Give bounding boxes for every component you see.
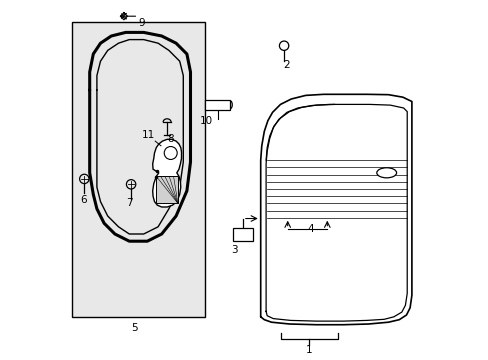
Text: 2: 2	[283, 60, 289, 70]
Bar	[72, 22, 204, 317]
Text: 3: 3	[231, 245, 237, 255]
Bar	[204, 100, 230, 110]
Text: 8: 8	[167, 134, 174, 144]
Polygon shape	[156, 176, 178, 203]
Text: 4: 4	[307, 224, 314, 234]
Text: 7: 7	[126, 198, 132, 208]
Text: 1: 1	[305, 345, 312, 355]
Ellipse shape	[376, 168, 396, 178]
Polygon shape	[152, 139, 181, 207]
Bar	[232, 228, 252, 241]
Text: 11: 11	[141, 130, 154, 140]
Text: 9: 9	[138, 18, 145, 28]
Text: 10: 10	[200, 116, 213, 126]
Text: 5: 5	[131, 323, 138, 333]
Text: 6: 6	[80, 195, 87, 205]
